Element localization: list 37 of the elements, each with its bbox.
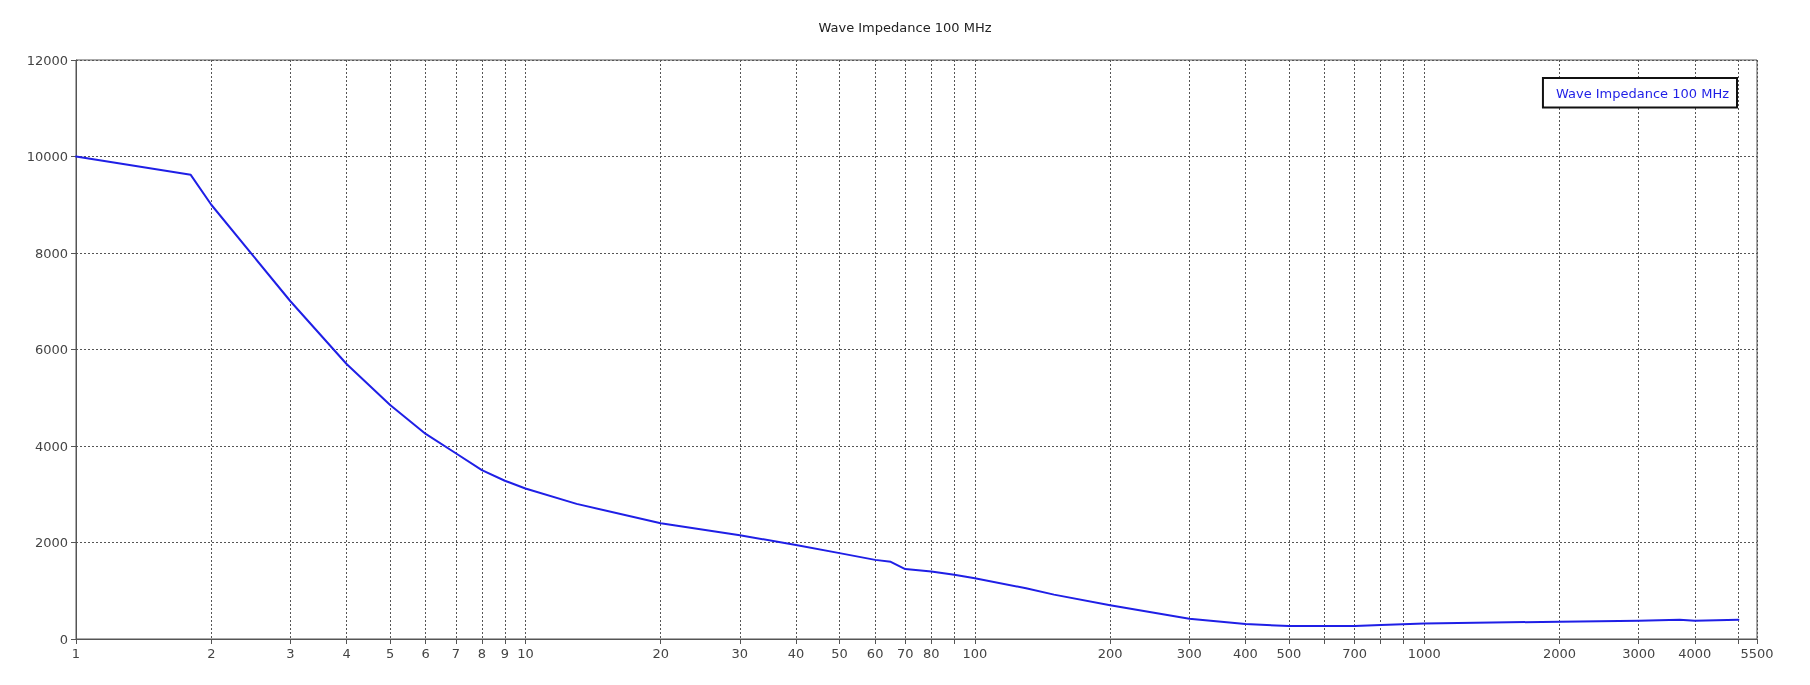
- x-tick-label: 40: [787, 646, 805, 661]
- x-tick-label: 4: [342, 646, 351, 661]
- x-tick-label: 400: [1233, 646, 1258, 661]
- x-tick-label: 70: [896, 646, 914, 661]
- x-tick-label: 7: [451, 646, 460, 661]
- x-tick-label: 1000: [1407, 646, 1441, 661]
- y-tick-label: 10000: [26, 149, 68, 164]
- x-tick-label: 30: [731, 646, 749, 661]
- x-tick-label: 5500: [1740, 646, 1774, 661]
- y-tick-label: 6000: [34, 342, 68, 357]
- x-tick-label: 300: [1176, 646, 1202, 661]
- x-tick-label: 5: [385, 646, 395, 661]
- y-tick-label: 2000: [34, 535, 68, 550]
- y-tick-label: 12000: [26, 52, 68, 68]
- x-tick-label: 500: [1276, 646, 1302, 661]
- x-tick-label: 50: [831, 646, 848, 661]
- x-tick-label: 3000: [1622, 646, 1656, 661]
- y-tick-label: 8000: [34, 245, 68, 261]
- x-tick-label: 1: [71, 646, 81, 661]
- x-tick-label: 200: [1097, 646, 1123, 661]
- y-tick-label: 0: [59, 631, 68, 647]
- chart-title: Wave Impedance 100 MHz: [818, 20, 992, 35]
- x-tick-label: 6: [421, 646, 430, 661]
- x-tick-label: 700: [1342, 646, 1368, 661]
- x-tick-label: 2000: [1543, 646, 1577, 661]
- x-tick-label: 9: [500, 646, 509, 661]
- x-tick-label: 3: [286, 646, 295, 661]
- x-tick-label: 4000: [1678, 646, 1712, 661]
- x-tick-label: 80: [923, 646, 940, 661]
- x-tick-label: 8: [477, 646, 487, 661]
- x-tick-label: 60: [866, 646, 884, 661]
- x-tick-label: 100: [962, 646, 988, 661]
- x-tick-label: 20: [652, 646, 669, 661]
- x-tick-label: 2: [207, 646, 216, 661]
- y-tick-label: 4000: [34, 438, 68, 454]
- x-tick-label: 10: [517, 646, 534, 661]
- text: Wave Impedance 100 MHz: [1555, 85, 1730, 101]
